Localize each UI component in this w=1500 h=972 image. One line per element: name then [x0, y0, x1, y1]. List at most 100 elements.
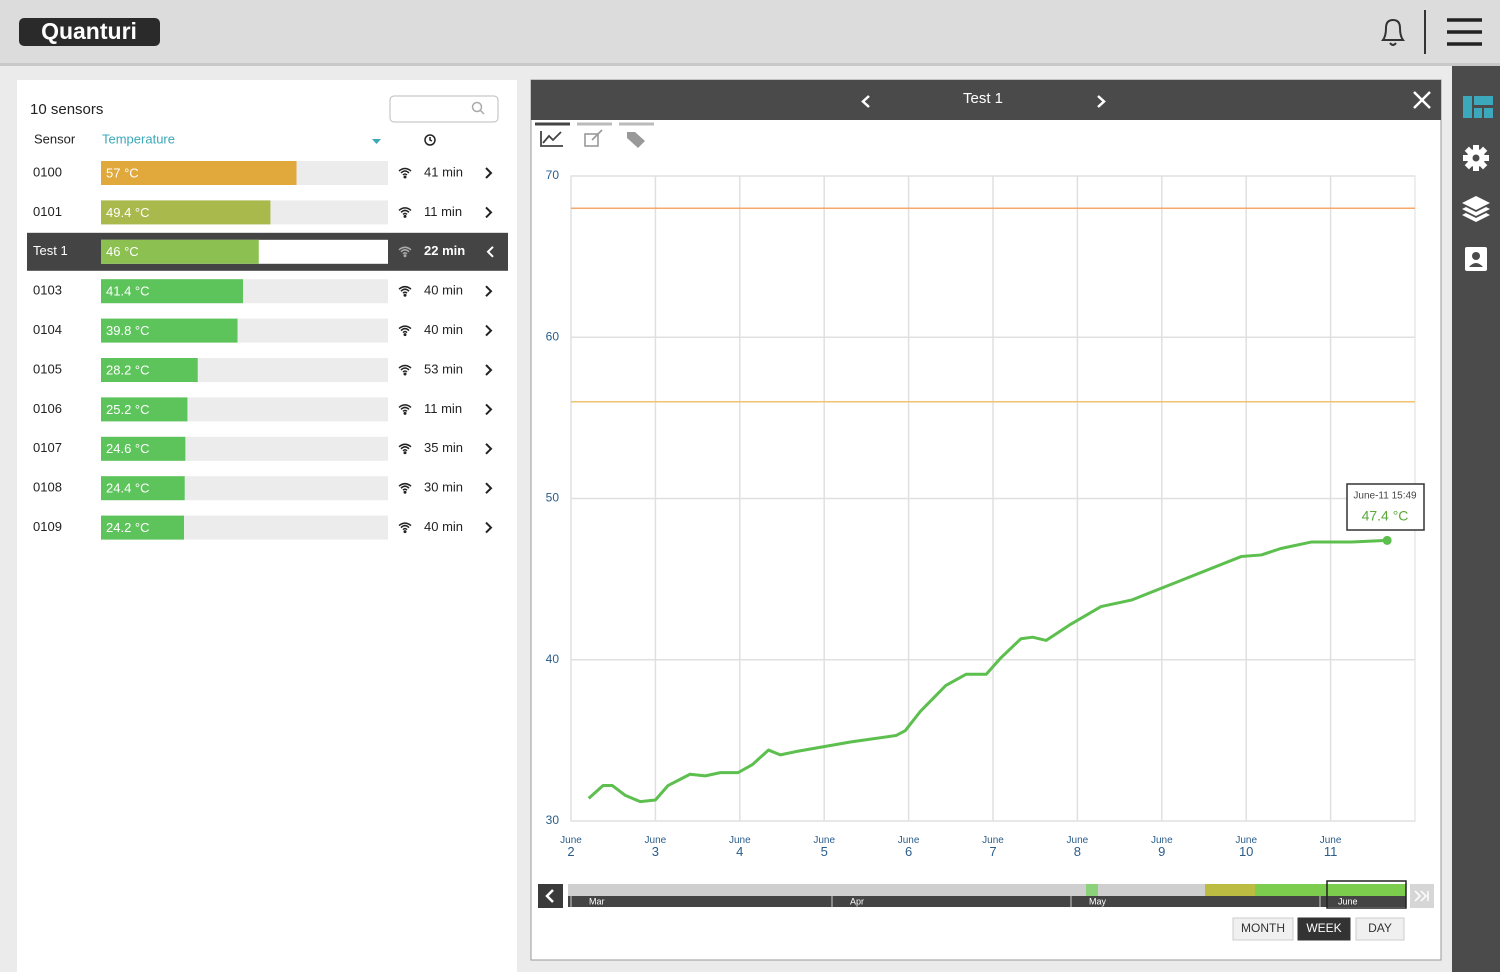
layers-icon[interactable]	[1462, 196, 1490, 222]
bar-label: 25.2 °C	[106, 402, 150, 417]
x-tick-label: June 2	[560, 835, 582, 860]
bar-label: 49.4 °C	[106, 205, 150, 220]
last-point[interactable]	[1382, 535, 1392, 545]
sensor-id[interactable]: 0101	[33, 204, 62, 219]
expand-arrow[interactable]	[485, 364, 493, 376]
bar[interactable]	[101, 279, 244, 304]
sensor-id[interactable]: Test 1	[33, 243, 68, 258]
tags-tab[interactable]	[627, 132, 645, 148]
bar-label: 24.4 °C	[106, 481, 150, 496]
bar[interactable]	[101, 358, 198, 382]
signal-icon	[398, 364, 412, 373]
range-button[interactable]	[1232, 917, 1294, 941]
bar[interactable]	[101, 161, 297, 185]
signal-icon	[398, 167, 412, 176]
bar[interactable]	[101, 515, 185, 540]
sort-dropdown[interactable]	[372, 139, 381, 144]
timeline-data	[1086, 884, 1098, 896]
tooltip-value: 47.4 °C	[1362, 508, 1409, 524]
collapse-arrow[interactable]	[486, 246, 494, 258]
signal-icon	[403, 490, 407, 494]
expand-arrow[interactable]	[485, 521, 493, 534]
prev-sensor[interactable]	[861, 95, 870, 108]
clock-icon[interactable]	[424, 134, 436, 146]
column-sensor[interactable]: Sensor	[34, 131, 76, 146]
timeline-next[interactable]	[1410, 884, 1434, 908]
bar[interactable]	[101, 239, 259, 264]
x-tick-label: June 6	[898, 835, 920, 860]
sensor-id[interactable]: 0109	[33, 519, 62, 534]
close-button[interactable]	[1413, 91, 1431, 109]
chart-tab[interactable]	[540, 131, 563, 147]
y-tick-label: 70	[546, 168, 560, 182]
bar-label: 24.6 °C	[106, 441, 150, 456]
expand-arrow[interactable]	[485, 206, 493, 219]
signal-icon	[403, 451, 407, 455]
signal-icon	[403, 333, 407, 337]
expand-arrow[interactable]	[485, 482, 493, 494]
signal-icon	[403, 372, 407, 376]
range-button-label[interactable]: MONTH	[1241, 921, 1285, 935]
timeline-window[interactable]	[1326, 880, 1407, 909]
range-button-label[interactable]: WEEK	[1306, 921, 1341, 935]
sensor-id[interactable]: 0108	[33, 480, 62, 495]
expand-arrow[interactable]	[485, 285, 493, 297]
column-measure[interactable]: Temperature	[102, 131, 175, 146]
search-icon[interactable]	[471, 101, 485, 115]
dashboard-icon[interactable]	[1463, 96, 1493, 118]
tooltip-time: June-11 15:49	[1353, 491, 1417, 502]
x-tick-label: June 8	[1067, 835, 1089, 860]
sensor-id[interactable]: 0106	[33, 401, 62, 416]
signal-icon	[403, 254, 407, 258]
search-box[interactable]	[389, 95, 499, 123]
logo[interactable]: Quanturi	[41, 18, 137, 44]
x-tick-label: June 11	[1320, 835, 1342, 860]
sensor-id[interactable]: 0103	[33, 283, 62, 298]
signal-icon	[403, 214, 407, 218]
signal-icon	[398, 522, 412, 531]
notes-tab[interactable]	[584, 129, 603, 147]
bar[interactable]	[101, 318, 238, 343]
tooltip	[1346, 483, 1425, 531]
logo-box[interactable]	[19, 18, 160, 46]
sensor-id[interactable]: 0105	[33, 361, 62, 376]
bar-label: 24.2 °C	[106, 520, 150, 535]
bar[interactable]	[101, 476, 185, 501]
panel-title: Test 1	[963, 90, 1003, 107]
expand-arrow[interactable]	[485, 167, 493, 179]
bar-label: 41.4 °C	[106, 284, 150, 299]
expand-arrow[interactable]	[485, 403, 493, 416]
bar-label: 28.2 °C	[106, 362, 150, 377]
timeline-track	[568, 884, 1406, 896]
sidebar	[1452, 66, 1500, 972]
sensor-id[interactable]: 0104	[33, 322, 62, 337]
contact-icon[interactable]	[1465, 247, 1487, 271]
last-seen: 41 min	[424, 164, 463, 179]
bar[interactable]	[101, 436, 186, 461]
last-seen: 22 min	[424, 243, 465, 258]
timeline-prev-arrow[interactable]	[545, 889, 554, 903]
expand-arrow[interactable]	[485, 324, 493, 337]
bar-label: 57 °C	[106, 165, 139, 180]
month-label: May	[1089, 896, 1107, 906]
settings-icon[interactable]	[1463, 145, 1489, 171]
bell-icon[interactable]	[1381, 18, 1405, 46]
last-seen: 11 min	[424, 401, 462, 416]
bar[interactable]	[101, 397, 188, 422]
range-button[interactable]	[1355, 917, 1405, 941]
next-sensor[interactable]	[1097, 95, 1106, 108]
sensor-id[interactable]: 0107	[33, 440, 62, 455]
range-button[interactable]	[1297, 917, 1351, 941]
range-button-label[interactable]: DAY	[1368, 921, 1392, 935]
menu-icon[interactable]	[1447, 18, 1482, 46]
last-seen: 40 min	[424, 322, 463, 337]
timeline-end-arrow[interactable]	[1414, 890, 1429, 902]
sensor-count: 10 sensors	[30, 101, 103, 118]
x-tick-label: June 5	[813, 835, 835, 860]
timeline-prev[interactable]	[538, 884, 563, 908]
expand-arrow[interactable]	[485, 443, 493, 455]
sensor-id[interactable]: 0100	[33, 164, 62, 179]
bar[interactable]	[101, 200, 271, 225]
signal-icon	[403, 411, 407, 415]
